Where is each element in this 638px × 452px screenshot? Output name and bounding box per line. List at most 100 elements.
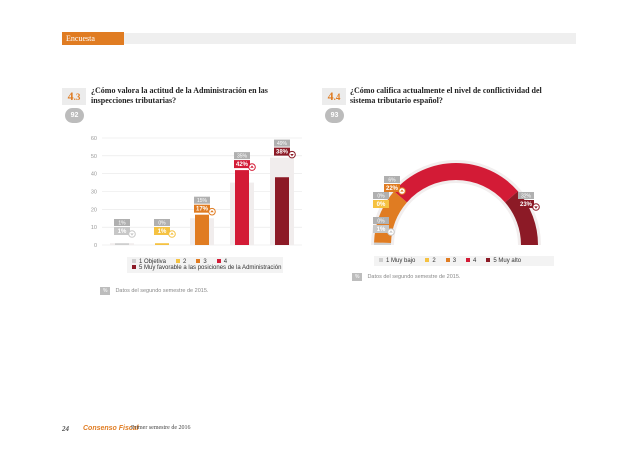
legend-swatch — [196, 259, 201, 264]
bar — [155, 243, 169, 245]
legend-item: 5 Muy alto — [486, 258, 521, 264]
legend-swatch — [445, 258, 450, 263]
y-tick-label: 50 — [91, 154, 97, 160]
value-label: 42% — [236, 162, 249, 168]
question-number-sub: .3 — [73, 92, 81, 102]
value-label: 1% — [158, 229, 167, 235]
trend-up-icon — [168, 230, 176, 238]
previous-value-label-box — [234, 152, 250, 160]
trend-icon-arrow — [210, 210, 214, 213]
value-label: 23% — [520, 202, 533, 208]
legend-item: 2 — [176, 259, 186, 265]
previous-value-label-box — [518, 192, 534, 199]
bar — [235, 170, 249, 245]
legend-item: 1 Muy bajo — [379, 258, 415, 264]
previous-value-label: 49% — [277, 141, 288, 147]
legend-swatch — [466, 258, 471, 263]
value-label-box — [274, 147, 290, 156]
trend-up-icon — [248, 163, 256, 171]
bar-chart-note: % Datos del segundo semestre de 2015. — [100, 287, 208, 295]
legend-item: 3 — [196, 259, 207, 265]
footer-brand: Consenso Fiscal — [83, 425, 139, 432]
value-label-box — [373, 225, 389, 233]
gauge-chart-note: % Datos del segundo semestre de 2015. — [352, 273, 460, 281]
value-label-box — [194, 204, 210, 213]
note-text: Datos del segundo semestre de 2015. — [367, 274, 461, 280]
bar-chart-legend: 1 Objetiva 2 3 45 Muy favorable a las posic… — [127, 257, 283, 273]
value-label: 1% — [377, 227, 386, 233]
legend-label: 5 Muy favorable a las posiciones de la A… — [139, 265, 282, 271]
note-text: Datos del segundo semestre de 2015. — [115, 288, 209, 294]
previous-value-label-box — [154, 219, 170, 226]
trend-up-icon — [208, 207, 216, 216]
y-tick-label: 30 — [91, 190, 97, 196]
header-bar — [62, 33, 576, 44]
previous-value-label-box — [194, 196, 210, 204]
previous-value-label: 6% — [388, 177, 396, 183]
question-number-badge: 4.4 — [322, 88, 346, 105]
legend-item: 2 — [425, 258, 436, 264]
legend-label: 3 — [452, 258, 457, 264]
previous-value-label-box — [114, 219, 130, 226]
legend-swatch — [176, 259, 181, 264]
y-tick-label: 10 — [91, 225, 97, 231]
question-number-main: 4 — [327, 89, 334, 103]
question-text: ¿Cómo califica actualmente el nivel de c… — [350, 86, 542, 106]
previous-value-label: 0% — [377, 218, 385, 224]
bar — [115, 243, 129, 245]
legend-label: 1 Objetiva — [139, 259, 167, 265]
legend-label: 5 Muy alto — [493, 258, 522, 264]
trend-icon-arrow — [534, 206, 538, 209]
bar — [275, 177, 289, 245]
question-text-line: sistema tributario español? — [350, 96, 443, 105]
footer-date: Primer semestre de 2016 — [131, 425, 191, 431]
value-label: 1% — [118, 229, 127, 235]
question-text: ¿Cómo valora la actitud de la Administra… — [91, 86, 268, 106]
trend-icon-arrow — [290, 154, 294, 157]
previous-value-label-box — [274, 139, 290, 147]
legend-swatch — [486, 258, 491, 263]
bar-chart: 0 10 20 30 40 50 60 1% 1% 0% 1% 15% 17% 35% 42% 49% 38% — [91, 136, 302, 249]
trend-icon-arrow — [389, 230, 393, 233]
trend-down-icon — [532, 203, 540, 211]
page-number: 24 — [62, 425, 69, 433]
y-tick-label: 20 — [91, 207, 97, 213]
previous-value-label: 1% — [118, 220, 126, 226]
legend-swatch — [132, 259, 136, 264]
legend-label: 4 — [223, 259, 228, 265]
y-tick-label: 40 — [91, 172, 97, 178]
legend-label: 4 — [473, 258, 477, 264]
legend-swatch — [216, 259, 221, 264]
gauge-chart-legend: 1 Muy bajo 2 3 4 5 Muy alto — [374, 256, 554, 266]
legend-label: 3 — [203, 259, 207, 265]
value-label-box — [373, 200, 389, 208]
trend-down-icon — [288, 150, 296, 159]
respondent-count-badge: 92 — [65, 108, 84, 123]
legend-swatch — [379, 258, 383, 263]
value-label-box — [384, 184, 400, 192]
legend-label: 2 — [432, 258, 436, 264]
question-number-sub: .4 — [333, 92, 341, 102]
trend-icon-arrow — [170, 232, 174, 235]
gauge-segment — [374, 242, 392, 245]
y-tick-label: 60 — [91, 136, 97, 142]
value-label: 38% — [276, 150, 289, 156]
value-label-box — [234, 160, 250, 169]
value-label: 0% — [377, 202, 386, 208]
previous-value-label: 15% — [197, 198, 208, 204]
previous-value-label-box — [373, 217, 389, 224]
value-label: 22% — [386, 186, 399, 192]
previous-value-label: 0% — [158, 220, 166, 226]
trend-up-icon — [398, 187, 406, 195]
legend-item: 4 — [216, 259, 228, 265]
legend-label: 2 — [183, 259, 187, 265]
previous-value-label-box — [373, 192, 389, 199]
trend-icon-arrow — [130, 233, 134, 236]
previous-value-label: 32% — [521, 193, 532, 199]
legend-swatch — [425, 258, 430, 263]
y-tick-label: 0 — [94, 243, 97, 249]
question-number-main: 4 — [67, 89, 74, 103]
value-label: 17% — [196, 207, 209, 213]
value-label-box — [114, 227, 130, 235]
respondent-count-badge: 93 — [325, 108, 344, 123]
